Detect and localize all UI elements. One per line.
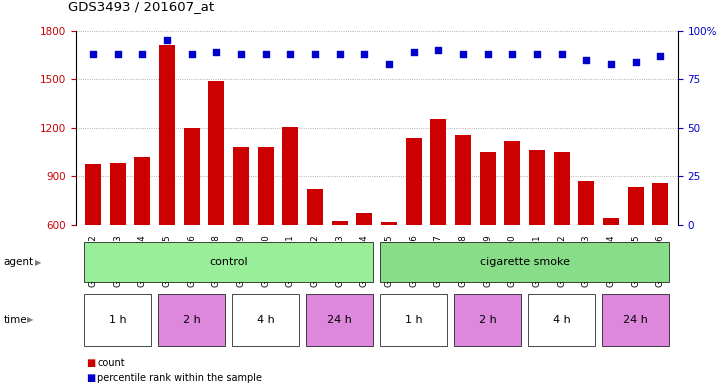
Point: [433, 47, 444, 53]
Text: agent: agent: [4, 257, 34, 267]
Point: [507, 51, 518, 57]
Point: [260, 51, 272, 57]
Point: [556, 51, 567, 57]
Text: 2 h: 2 h: [479, 314, 497, 325]
Text: 4 h: 4 h: [257, 314, 275, 325]
Point: [162, 37, 173, 43]
Point: [580, 57, 592, 63]
Text: ▶: ▶: [35, 258, 41, 266]
Bar: [257, 147, 274, 322]
Bar: [455, 135, 471, 322]
Bar: [578, 181, 595, 322]
Text: control: control: [209, 257, 248, 267]
Point: [186, 51, 198, 57]
Point: [384, 61, 395, 67]
Text: 24 h: 24 h: [624, 314, 648, 325]
Point: [408, 49, 420, 55]
Bar: [233, 147, 249, 322]
Text: cigarette smoke: cigarette smoke: [479, 257, 570, 267]
Point: [112, 51, 123, 57]
Point: [285, 51, 296, 57]
Bar: [406, 138, 422, 322]
Point: [358, 51, 370, 57]
Point: [606, 61, 617, 67]
Text: ■: ■: [87, 358, 96, 368]
Bar: [356, 214, 373, 322]
Bar: [134, 157, 151, 322]
Text: 4 h: 4 h: [553, 314, 570, 325]
Bar: [307, 189, 323, 322]
Text: count: count: [97, 358, 125, 368]
Text: 2 h: 2 h: [183, 314, 200, 325]
Point: [211, 49, 222, 55]
Text: ▶: ▶: [27, 315, 34, 324]
Bar: [479, 152, 496, 322]
Bar: [208, 81, 224, 322]
Bar: [430, 119, 446, 322]
Text: percentile rank within the sample: percentile rank within the sample: [97, 373, 262, 383]
Point: [655, 53, 666, 59]
Bar: [381, 222, 397, 322]
Point: [531, 51, 543, 57]
Point: [482, 51, 493, 57]
Point: [235, 51, 247, 57]
Text: 24 h: 24 h: [327, 314, 352, 325]
Bar: [159, 45, 175, 322]
Text: ■: ■: [87, 373, 96, 383]
Bar: [603, 218, 619, 322]
Bar: [184, 128, 200, 322]
Bar: [283, 127, 298, 322]
Bar: [110, 163, 125, 322]
Point: [136, 51, 148, 57]
Bar: [628, 187, 644, 322]
Bar: [653, 183, 668, 322]
Bar: [85, 164, 101, 322]
Point: [334, 51, 345, 57]
Point: [87, 51, 99, 57]
Point: [457, 51, 469, 57]
Text: 1 h: 1 h: [109, 314, 126, 325]
Bar: [505, 141, 521, 322]
Bar: [529, 150, 545, 322]
Point: [309, 51, 321, 57]
Bar: [332, 222, 348, 322]
Text: 1 h: 1 h: [405, 314, 423, 325]
Bar: [554, 152, 570, 322]
Point: [630, 59, 642, 65]
Text: GDS3493 / 201607_at: GDS3493 / 201607_at: [68, 0, 215, 13]
Text: time: time: [4, 314, 27, 325]
